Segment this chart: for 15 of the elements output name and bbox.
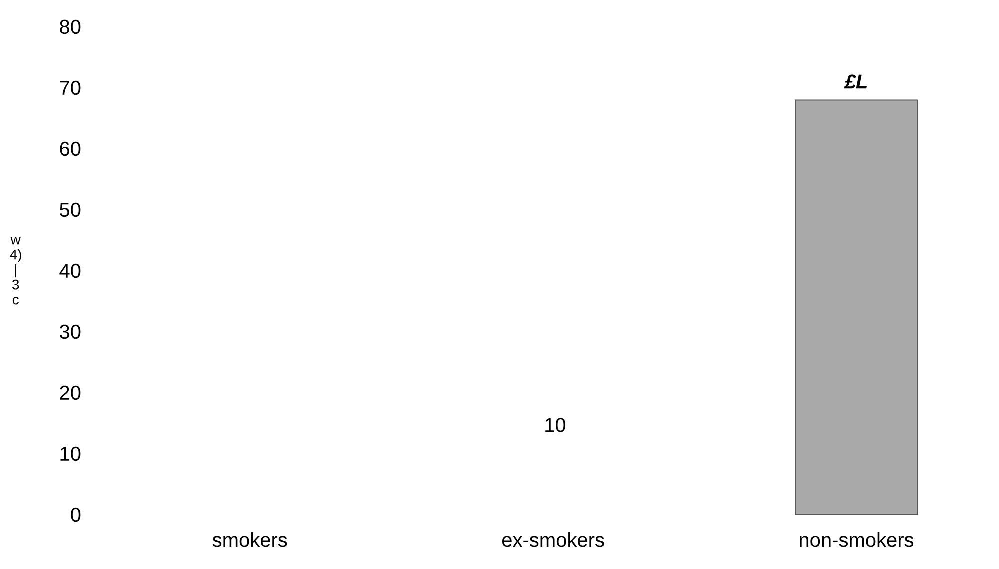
y-tick-label: 10 (60, 446, 81, 462)
y-axis-title: w 4) | 3 c (10, 237, 22, 305)
y-tick-label: 30 (60, 324, 81, 340)
y-tick-label: 0 (71, 508, 81, 522)
y-tick-label: 50 (60, 202, 81, 218)
x-tick-label: ex-smokers (502, 532, 604, 548)
x-tick-label: non-smokers (800, 532, 914, 548)
annotation: 10 (546, 418, 566, 432)
data-label: £L (844, 74, 867, 89)
y-tick-label: 80 (60, 20, 81, 34)
y-tick-label: 60 (60, 142, 81, 156)
y-tick-label: 20 (60, 386, 81, 400)
x-tick-label: smokers (212, 532, 288, 548)
y-tick-label: 70 (60, 80, 81, 96)
y-tick-label: 40 (60, 264, 81, 278)
